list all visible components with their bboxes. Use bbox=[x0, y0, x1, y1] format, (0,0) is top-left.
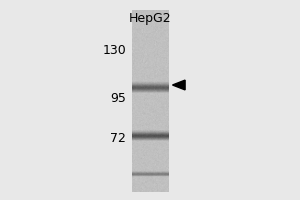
Text: HepG2: HepG2 bbox=[129, 12, 171, 25]
Text: 95: 95 bbox=[110, 92, 126, 106]
Text: 72: 72 bbox=[110, 132, 126, 146]
Polygon shape bbox=[172, 80, 185, 90]
Text: 130: 130 bbox=[102, 45, 126, 58]
